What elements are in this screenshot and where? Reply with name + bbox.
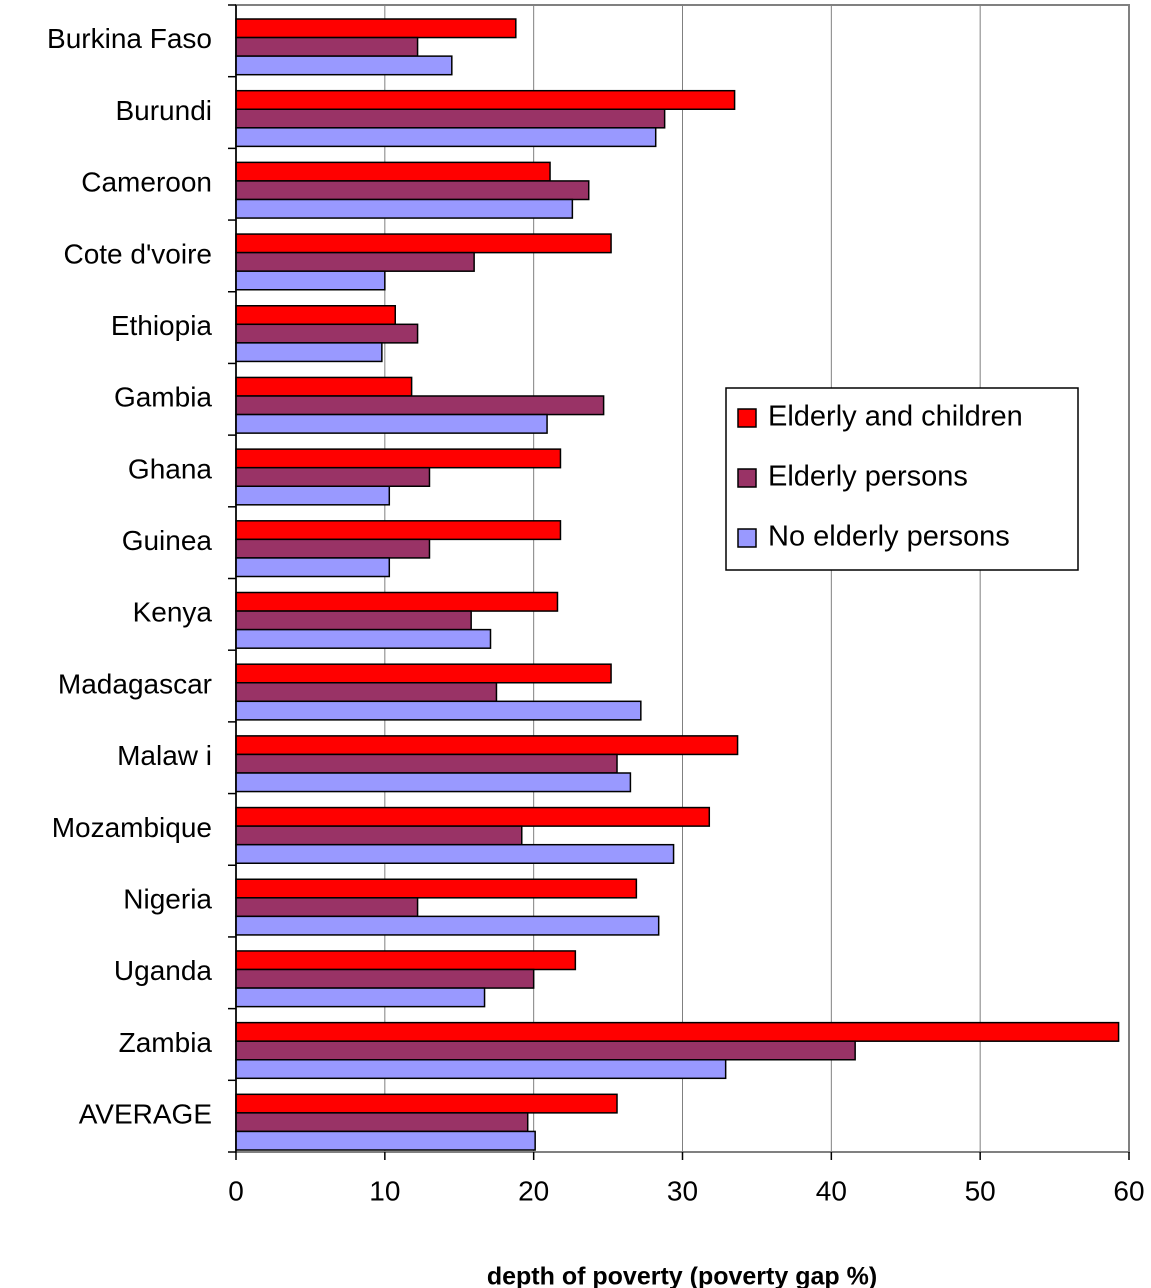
bar	[235, 772, 632, 793]
bar	[235, 1021, 1120, 1042]
bar	[235, 610, 472, 631]
bar	[235, 466, 431, 487]
bar	[235, 1059, 727, 1080]
legend-label: Elderly persons	[768, 461, 968, 493]
bar	[235, 413, 548, 434]
bar	[235, 1093, 618, 1114]
y-tick-label: Nigeria	[123, 883, 212, 914]
bar	[235, 180, 590, 201]
x-tick-label: 0	[228, 1175, 244, 1206]
bar	[235, 753, 618, 774]
bar	[235, 89, 736, 110]
bar	[235, 323, 419, 344]
bar	[235, 968, 535, 989]
bar	[235, 1112, 529, 1133]
bar	[235, 395, 605, 416]
bar	[235, 700, 642, 721]
bar	[235, 897, 419, 918]
bar	[235, 825, 523, 846]
x-tick-label: 20	[518, 1175, 549, 1206]
y-tick-label: Ghana	[128, 453, 212, 484]
x-tick-label: 60	[1113, 1175, 1144, 1206]
bar	[235, 628, 492, 649]
bar	[235, 485, 391, 506]
y-tick-label: Zambia	[119, 1027, 213, 1058]
bar	[235, 950, 577, 971]
bar	[235, 161, 551, 182]
bar	[235, 591, 559, 612]
bar	[235, 557, 391, 578]
y-tick-label: Guinea	[122, 525, 213, 556]
y-tick-label: Gambia	[114, 382, 212, 413]
bar	[235, 233, 612, 254]
bar	[235, 878, 638, 899]
legend-label: Elderly and children	[768, 401, 1023, 433]
bar	[235, 36, 419, 57]
bar	[235, 376, 413, 397]
x-tick-label: 50	[965, 1175, 996, 1206]
bar	[235, 18, 517, 39]
bar	[235, 843, 675, 864]
bar	[235, 1130, 536, 1151]
y-tick-label: Uganda	[114, 955, 213, 986]
y-tick-label: Madagascar	[58, 668, 212, 699]
bar	[235, 663, 612, 684]
bar	[235, 448, 562, 469]
bar	[235, 127, 657, 148]
bar	[235, 1040, 856, 1061]
y-tick-label: Cameroon	[81, 167, 212, 198]
legend-box	[725, 387, 1079, 571]
bar	[235, 342, 383, 363]
bar	[235, 806, 711, 827]
y-tick-label: Cote d'voire	[63, 238, 212, 269]
bar	[235, 305, 397, 326]
bar	[235, 538, 431, 559]
bar	[235, 520, 562, 541]
legend-swatch	[737, 468, 757, 488]
bar	[235, 55, 453, 76]
y-tick-label: Mozambique	[52, 812, 212, 843]
x-tick-label: 30	[667, 1175, 698, 1206]
bar	[235, 270, 386, 291]
legend-label: No elderly persons	[768, 521, 1010, 553]
bar	[235, 251, 475, 272]
legend-swatch	[737, 528, 757, 548]
y-tick-label: Malaw i	[117, 740, 212, 771]
x-axis-title: depth of poverty (poverty gap %)	[487, 1263, 877, 1288]
bar	[235, 915, 660, 936]
x-tick-label: 40	[816, 1175, 847, 1206]
bar	[235, 198, 574, 219]
bar	[235, 735, 739, 756]
y-tick-label: AVERAGE	[79, 1099, 212, 1130]
y-tick-label: Burkina Faso	[47, 23, 212, 54]
y-tick-label: Kenya	[133, 597, 213, 628]
y-tick-label: Burundi	[115, 95, 212, 126]
bar	[235, 987, 486, 1008]
bar	[235, 682, 498, 703]
legend-swatch	[737, 408, 757, 428]
bar	[235, 108, 666, 129]
x-tick-label: 10	[369, 1175, 400, 1206]
y-tick-label: Ethiopia	[111, 310, 213, 341]
